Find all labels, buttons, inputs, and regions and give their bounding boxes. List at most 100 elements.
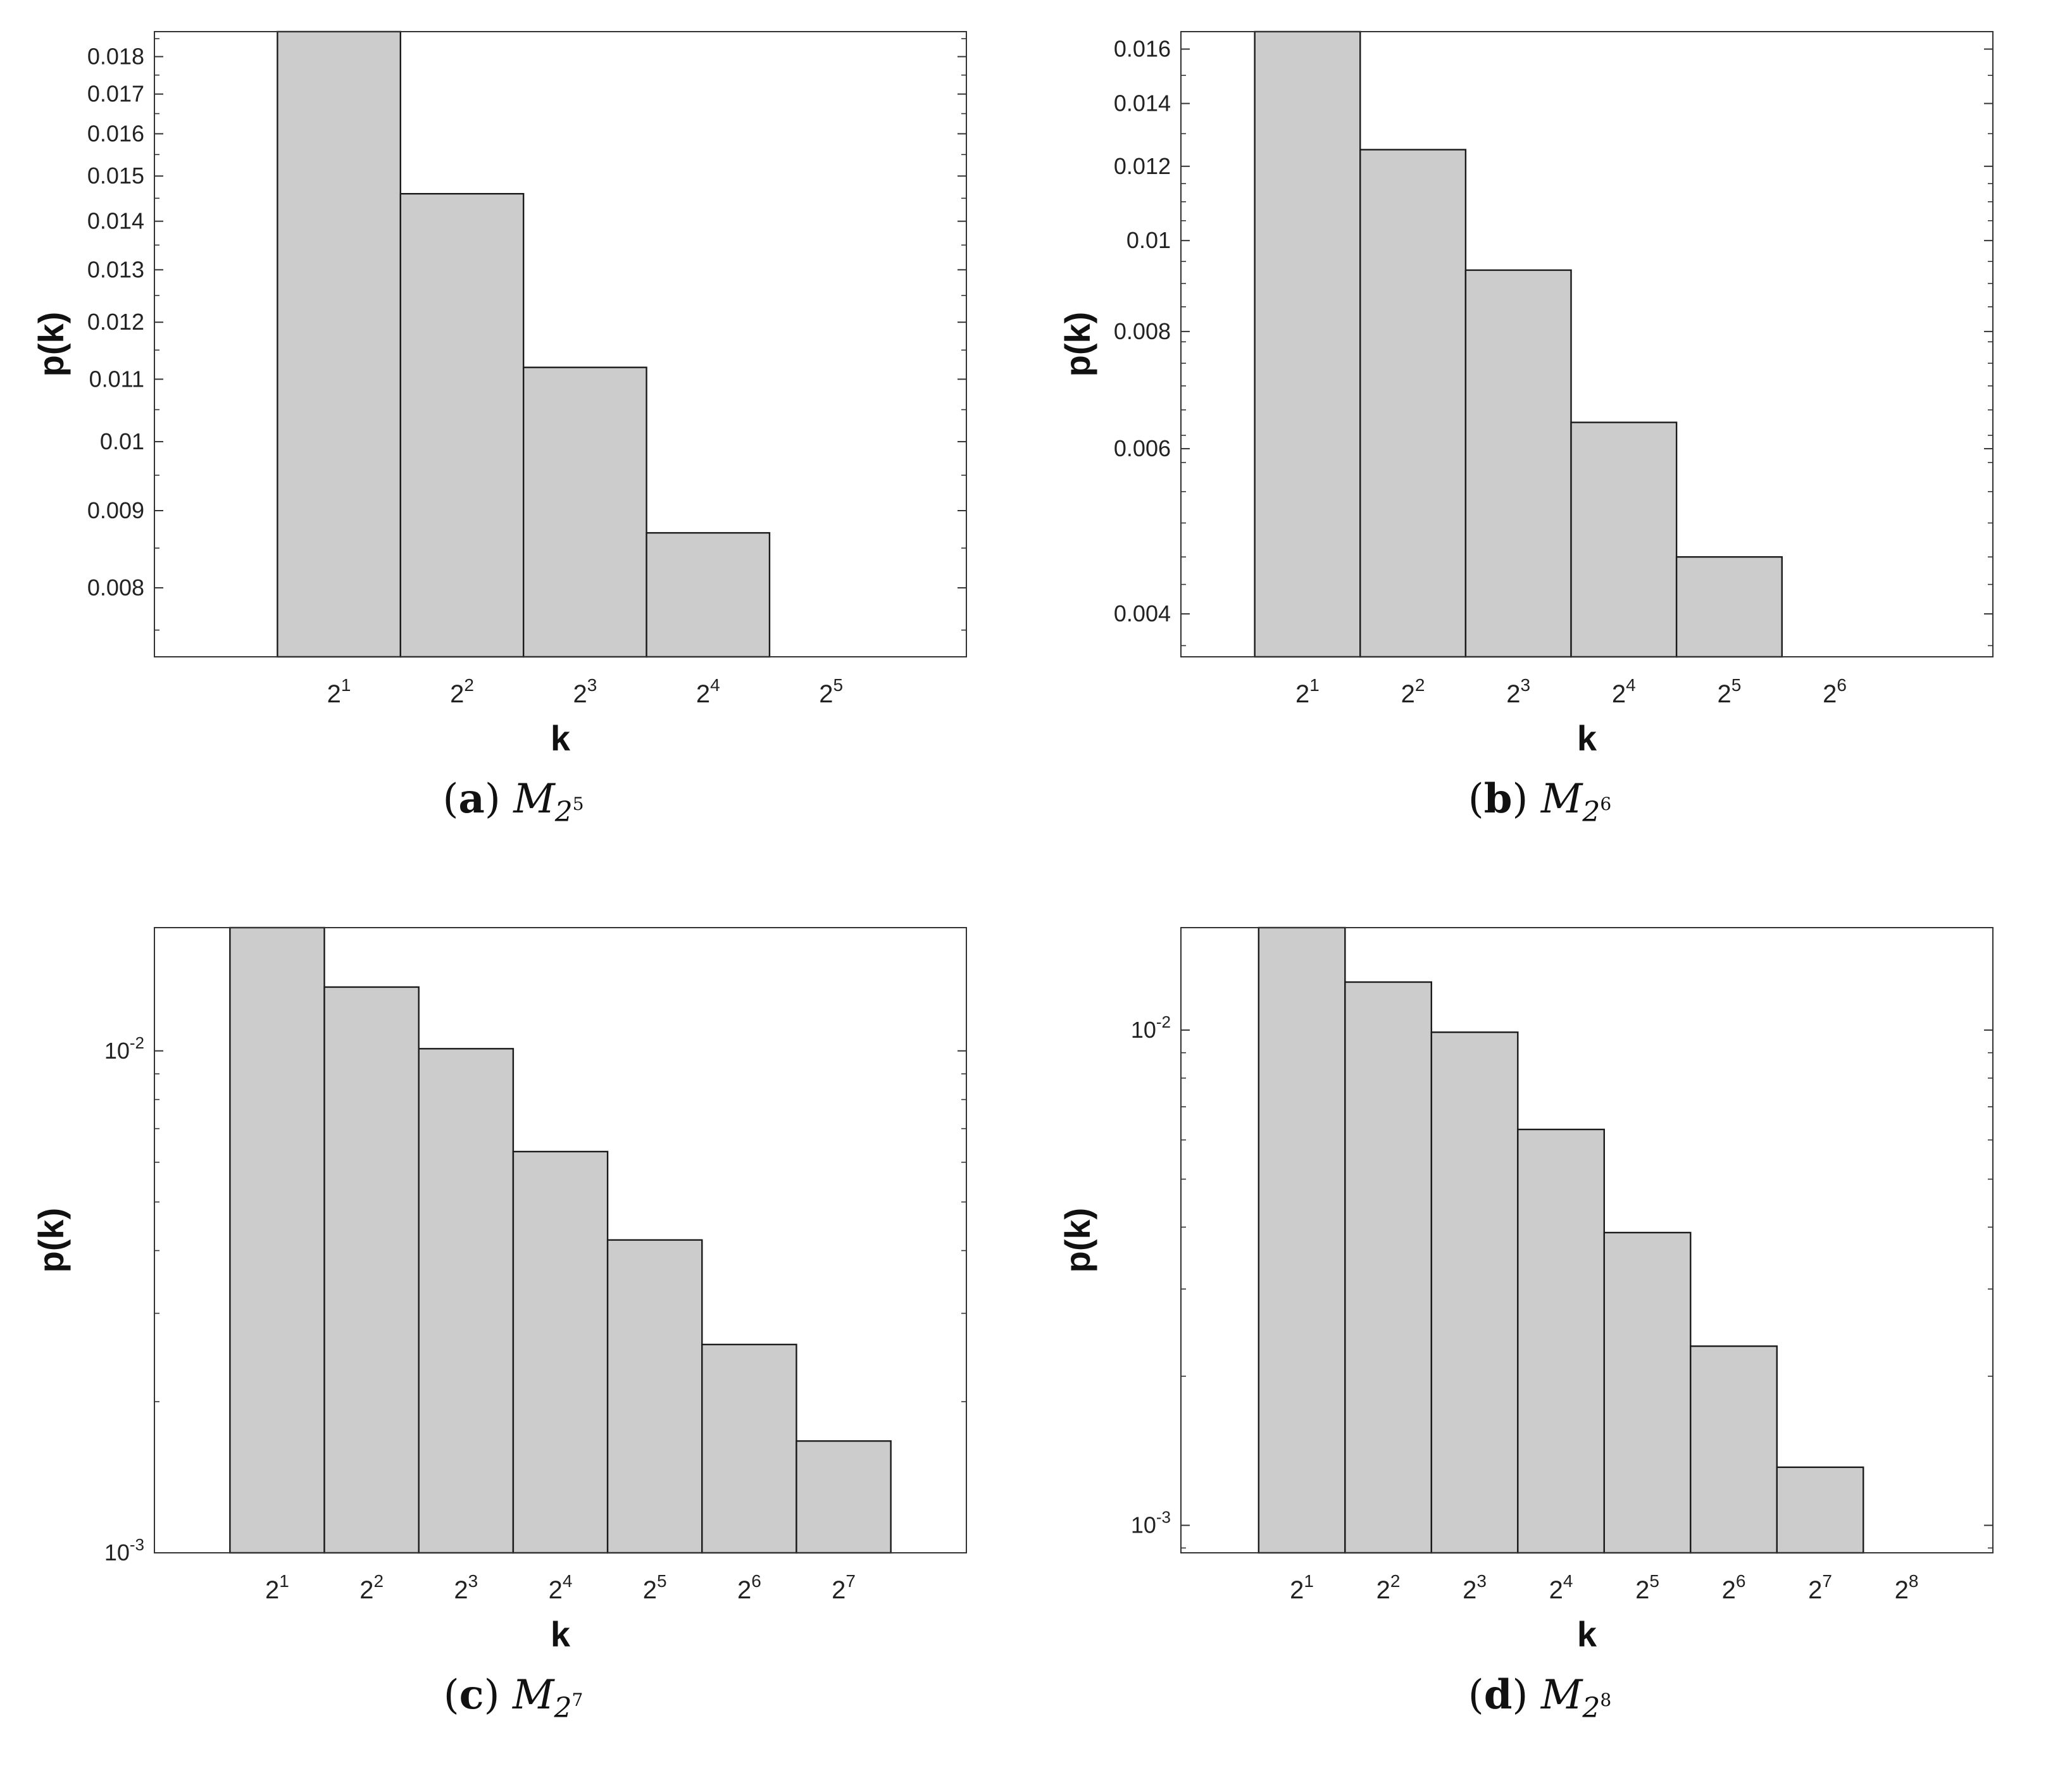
caption-sub-exp: 7 bbox=[571, 1689, 583, 1710]
x-tick-label: 26 bbox=[1722, 1571, 1746, 1604]
x-tick-label: 23 bbox=[454, 1571, 478, 1604]
histogram-bar bbox=[1464, 269, 1572, 658]
x-tick-label: 22 bbox=[1401, 675, 1425, 708]
x-tick-label: 22 bbox=[450, 675, 474, 708]
y-tick-label: 0.004 bbox=[1114, 600, 1171, 626]
histogram-chart-d: 10-3 10-2 21 22 23 24 25 26 27 28 k p(k) bbox=[1058, 926, 1994, 1654]
x-axis-label: k bbox=[551, 718, 571, 758]
caption-label: M bbox=[1540, 776, 1583, 823]
caption-sub-exp: 8 bbox=[1600, 1689, 1612, 1710]
histogram-bar bbox=[512, 1150, 609, 1554]
x-tick-label: 24 bbox=[1549, 1571, 1573, 1604]
caption-d: (d) M28 bbox=[1468, 1671, 1612, 1724]
chart-panel-a: 0.008 0.009 0.01 0.011 0.012 0.013 0.014 0.015 0… bbox=[0, 0, 1026, 896]
histogram-bar bbox=[646, 532, 771, 658]
x-tick-label: 25 bbox=[643, 1571, 667, 1604]
caption-a: (a) M25 bbox=[442, 775, 584, 828]
y-tick-label: 10-3 bbox=[1131, 1508, 1171, 1538]
caption-letter: a bbox=[458, 775, 485, 823]
histogram-bar bbox=[1690, 1345, 1778, 1554]
chart-panel-c: 10-3 10-2 21 22 23 24 25 26 27 k p(k) (c) M27 bbox=[0, 896, 1026, 1792]
x-tick-label: 21 bbox=[1290, 1571, 1314, 1604]
caption-c: (c) M27 bbox=[443, 1671, 583, 1724]
y-tick-label: 0.016 bbox=[87, 120, 144, 146]
histogram-bar bbox=[277, 30, 401, 658]
y-axis-label: p(k) bbox=[31, 312, 71, 377]
x-axis-label: k bbox=[551, 1614, 571, 1654]
x-tick-label: 25 bbox=[1718, 675, 1742, 708]
plot-frame bbox=[154, 31, 967, 657]
caption-b: (b) M26 bbox=[1468, 775, 1612, 828]
y-tick-label: 0.011 bbox=[89, 366, 144, 392]
caption-sub-base: 2 bbox=[1582, 1692, 1601, 1724]
plot-frame bbox=[1180, 927, 1994, 1553]
x-axis-label: k bbox=[1577, 718, 1597, 758]
caption-letter: b bbox=[1483, 775, 1513, 823]
histogram-bar bbox=[323, 986, 420, 1554]
x-tick-label: 25 bbox=[819, 675, 843, 708]
histogram-chart-b: 0.004 0.006 0.008 0.01 0.012 0.014 0.016 21 22 23… bbox=[1058, 30, 1994, 758]
caption-label: M bbox=[513, 776, 555, 823]
y-axis-label: p(k) bbox=[1058, 1208, 1097, 1273]
x-tick-label: 27 bbox=[1808, 1571, 1832, 1604]
histogram-bar bbox=[522, 366, 647, 658]
caption-sub-base: 2 bbox=[554, 1692, 572, 1724]
plot-frame bbox=[154, 927, 967, 1553]
histogram-bar bbox=[701, 1343, 797, 1554]
x-tick-label: 24 bbox=[549, 1571, 573, 1604]
x-tick-label: 26 bbox=[737, 1571, 761, 1604]
y-tick-label: 0.017 bbox=[87, 81, 144, 107]
histogram-bar bbox=[1257, 926, 1346, 1554]
y-tick-label: 10-2 bbox=[104, 1033, 144, 1064]
x-tick-label: 24 bbox=[1612, 675, 1636, 708]
y-axis-label: p(k) bbox=[1058, 312, 1097, 377]
y-axis-label: p(k) bbox=[31, 1208, 71, 1273]
x-tick-label: 24 bbox=[696, 675, 720, 708]
caption-sub-exp: 6 bbox=[1600, 793, 1612, 814]
x-tick-label: 22 bbox=[359, 1571, 384, 1604]
y-tick-label: 10-2 bbox=[1131, 1012, 1171, 1043]
caption-letter: c bbox=[459, 1671, 484, 1719]
y-tick-label: 0.015 bbox=[87, 163, 144, 189]
histogram-bar bbox=[1517, 1128, 1605, 1554]
y-tick-label: 0.01 bbox=[100, 428, 144, 454]
chart-panel-b: 0.004 0.006 0.008 0.01 0.012 0.014 0.016 21 22 23… bbox=[1026, 0, 2053, 896]
y-tick-label: 0.014 bbox=[1114, 90, 1171, 116]
x-tick-label: 28 bbox=[1895, 1571, 1919, 1604]
histogram-bar bbox=[1344, 981, 1433, 1554]
x-axis-label: k bbox=[1577, 1614, 1597, 1654]
x-tick-label: 22 bbox=[1376, 1571, 1401, 1604]
caption-label: M bbox=[1540, 1672, 1583, 1719]
y-tick-label: 10-3 bbox=[104, 1535, 144, 1565]
y-tick-label: 0.016 bbox=[1114, 36, 1171, 62]
caption-sub-exp: 5 bbox=[572, 793, 584, 814]
chart-panel-d: 10-3 10-2 21 22 23 24 25 26 27 28 k p(k) (d) M28 bbox=[1026, 896, 2053, 1792]
histogram-bar bbox=[229, 926, 325, 1554]
y-tick-label: 0.018 bbox=[87, 43, 144, 69]
x-tick-label: 21 bbox=[1295, 675, 1320, 708]
x-tick-label: 23 bbox=[1463, 1571, 1487, 1604]
x-tick-label: 23 bbox=[1506, 675, 1530, 708]
y-tick-label: 0.01 bbox=[1126, 227, 1171, 253]
y-tick-label: 0.014 bbox=[87, 208, 144, 234]
x-tick-label: 21 bbox=[265, 1571, 289, 1604]
y-tick-label: 0.012 bbox=[1114, 153, 1171, 179]
histogram-bar bbox=[1776, 1466, 1864, 1554]
histogram-bar bbox=[606, 1239, 703, 1554]
histogram-bar bbox=[1430, 1031, 1519, 1554]
y-tick-label: 0.013 bbox=[87, 256, 144, 282]
y-tick-label: 0.006 bbox=[1114, 435, 1171, 461]
histogram-bar bbox=[796, 1440, 892, 1554]
histogram-bar bbox=[1675, 556, 1783, 658]
histogram-bar bbox=[1603, 1231, 1692, 1554]
histogram-chart-a: 0.008 0.009 0.01 0.011 0.012 0.013 0.014 0.015 0… bbox=[31, 30, 967, 758]
histogram-bar bbox=[1570, 421, 1678, 658]
x-tick-label: 23 bbox=[573, 675, 597, 708]
y-tick-label: 0.009 bbox=[87, 497, 144, 523]
caption-label: M bbox=[512, 1672, 554, 1719]
caption-sub-base: 2 bbox=[554, 796, 573, 828]
histogram-bar bbox=[399, 193, 525, 658]
caption-letter: d bbox=[1483, 1671, 1513, 1719]
x-tick-label: 21 bbox=[327, 675, 351, 708]
x-tick-label: 25 bbox=[1635, 1571, 1659, 1604]
